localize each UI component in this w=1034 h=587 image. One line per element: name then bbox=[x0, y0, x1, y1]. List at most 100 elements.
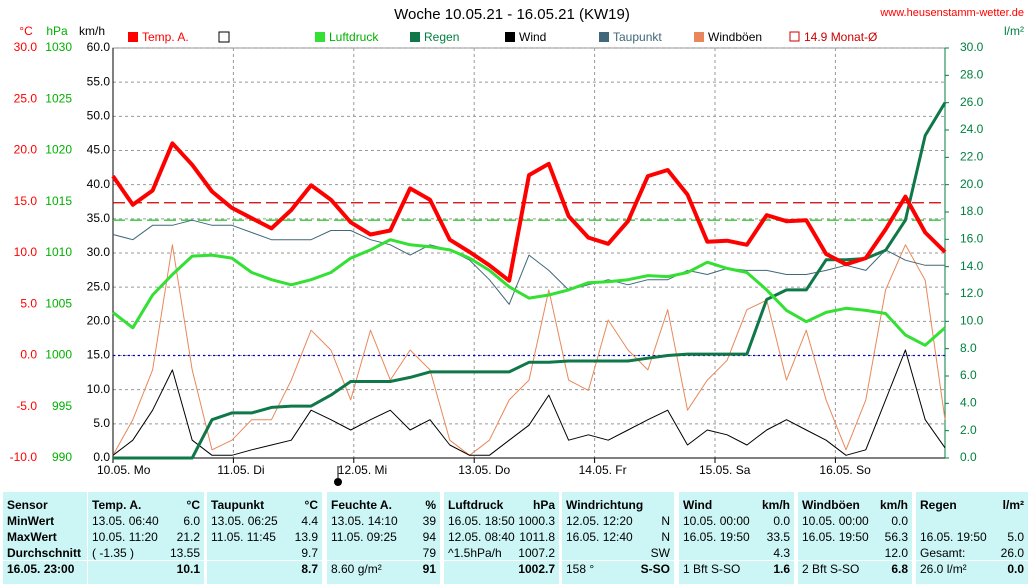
y-tick-label: 60.0 bbox=[87, 40, 111, 54]
y-tick-label: 990 bbox=[52, 450, 72, 464]
marker-icon bbox=[334, 478, 342, 486]
y2-tick-label: 10.0 bbox=[960, 314, 984, 328]
table-cell: 11.05. 09:25 bbox=[331, 530, 397, 544]
table-value: 0.0 bbox=[891, 514, 908, 528]
table-cell: 10.05. 00:00 bbox=[802, 514, 869, 528]
table-cell: 12.05. 12:20 bbox=[566, 514, 633, 528]
y-tick-label: 20.0 bbox=[14, 143, 38, 157]
table-value: 5.0 bbox=[1007, 530, 1024, 544]
table-header: Wind bbox=[683, 498, 713, 512]
table-value: SW bbox=[650, 546, 670, 560]
x-tick-label: 10.05. Mo bbox=[97, 463, 151, 477]
table-value: 1000.3 bbox=[518, 514, 555, 528]
table-header: Taupunkt bbox=[211, 498, 265, 512]
table-header: Sensor bbox=[7, 498, 48, 512]
x-tick-label: 15.05. Sa bbox=[699, 463, 751, 477]
row-separator bbox=[3, 560, 1029, 561]
table-value: 1011.8 bbox=[519, 530, 555, 544]
table-value: 10.1 bbox=[176, 562, 200, 576]
table-column bbox=[88, 492, 204, 584]
unit-kmh: km/h bbox=[79, 24, 105, 38]
y-tick-label: 15.0 bbox=[14, 194, 38, 208]
y2-tick-label: 12.0 bbox=[960, 286, 984, 300]
table-row-label: 16.05. 23:00 bbox=[7, 562, 75, 576]
series-line bbox=[112, 244, 946, 456]
table-column bbox=[3, 492, 87, 584]
y-tick-label: 20.0 bbox=[87, 314, 111, 328]
table-cell: 8.60 g/m² bbox=[331, 562, 382, 576]
table-cell: 12.05. 08:40 bbox=[448, 530, 515, 544]
legend-label: Regen bbox=[424, 30, 459, 44]
chart-title: Woche 10.05.21 - 16.05.21 (KW19) bbox=[394, 6, 630, 23]
summary-table: Sensor MinWert MaxWert Durchschnitt 16.05. 2… bbox=[0, 488, 1034, 587]
y-tick-label: 5.0 bbox=[93, 416, 110, 430]
source: www.heusenstamm-wetter.de bbox=[879, 7, 1024, 19]
x-tick-label: 11.05. Di bbox=[217, 463, 264, 477]
y-tick-label: 10.0 bbox=[14, 245, 38, 259]
table-header: Windböen bbox=[802, 498, 860, 512]
table-column bbox=[562, 492, 674, 584]
y2-tick-label: 14.0 bbox=[960, 259, 984, 273]
table-value: 56.3 bbox=[884, 530, 908, 544]
table-column bbox=[327, 492, 440, 584]
legend-swatch bbox=[315, 32, 325, 42]
table-header: Feuchte A. bbox=[331, 498, 392, 512]
y2-tick-label: 8.0 bbox=[960, 341, 977, 355]
legend-swatch bbox=[128, 32, 138, 42]
table-value: 13.55 bbox=[169, 546, 200, 560]
table-cell: 13.05. 06:40 bbox=[92, 514, 159, 528]
legend-swatch bbox=[505, 32, 515, 42]
x-tick-label: 13.05. Do bbox=[458, 463, 510, 477]
x-tick-label: 12.05. Mi bbox=[338, 463, 387, 477]
y2-tick-label: 16.0 bbox=[960, 232, 984, 246]
y-tick-label: 1020 bbox=[45, 143, 72, 157]
table-header-unit: °C bbox=[304, 498, 318, 512]
y2-tick-label: 2.0 bbox=[960, 423, 977, 437]
table-column bbox=[916, 492, 1028, 584]
y-tick-label: -10.0 bbox=[10, 450, 38, 464]
chart: Woche 10.05.21 - 16.05.21 (KW19) www.heu… bbox=[10, 6, 1024, 486]
series-line bbox=[111, 141, 947, 283]
table-row-label: Durchschnitt bbox=[7, 546, 82, 560]
y-tick-label: 55.0 bbox=[87, 74, 111, 88]
y-tick-label: 995 bbox=[52, 399, 72, 413]
y2-tick-label: 30.0 bbox=[960, 40, 984, 54]
table-value: 33.5 bbox=[766, 530, 790, 544]
table-column bbox=[798, 492, 912, 584]
table-value: 6.0 bbox=[183, 514, 200, 528]
y-tick-label: 25.0 bbox=[14, 91, 38, 105]
legend-label: Luftdruck bbox=[329, 30, 379, 44]
y-tick-label: 50.0 bbox=[87, 109, 111, 123]
table-value: 26.0 bbox=[1000, 546, 1024, 560]
y-tick-label: 1015 bbox=[45, 194, 72, 208]
table-value: 9.7 bbox=[301, 546, 318, 560]
table-cell: 10.05. 00:00 bbox=[683, 514, 750, 528]
table-value: 91 bbox=[422, 562, 436, 576]
table-header: Luftdruck bbox=[448, 498, 504, 512]
table-value: 1.6 bbox=[773, 562, 790, 576]
x-tick-label: 14.05. Fr bbox=[579, 463, 627, 477]
y2-tick-label: 20.0 bbox=[960, 177, 984, 191]
y2-tick-label: 0.0 bbox=[960, 450, 977, 464]
legend-label: Windböen bbox=[708, 30, 762, 44]
table-cell: 2 Bft S-SO bbox=[802, 562, 860, 576]
table-cell: 158 ° bbox=[566, 562, 595, 576]
table-cell: Gesamt: bbox=[920, 546, 966, 560]
table-column bbox=[679, 492, 794, 584]
table-value: 39 bbox=[422, 514, 436, 528]
series-line bbox=[112, 349, 946, 456]
table-cell: 16.05. 12:40 bbox=[566, 530, 633, 544]
table-value: S-SO bbox=[640, 562, 670, 576]
y-tick-label: 40.0 bbox=[87, 177, 111, 191]
table-cell: ^1.5hPa/h bbox=[448, 546, 502, 560]
legend-label: 14.9 Monat-Ø bbox=[804, 30, 877, 44]
table-row-label: MaxWert bbox=[7, 530, 57, 544]
table-value: 4.3 bbox=[773, 546, 790, 560]
table-cell: 10.05. 11:20 bbox=[92, 530, 158, 544]
table-value: 79 bbox=[422, 546, 436, 560]
y2-tick-label: 26.0 bbox=[960, 95, 984, 109]
series-line bbox=[112, 238, 946, 347]
unit-temp: °C bbox=[19, 24, 33, 38]
y-tick-label: 1030 bbox=[45, 40, 72, 54]
